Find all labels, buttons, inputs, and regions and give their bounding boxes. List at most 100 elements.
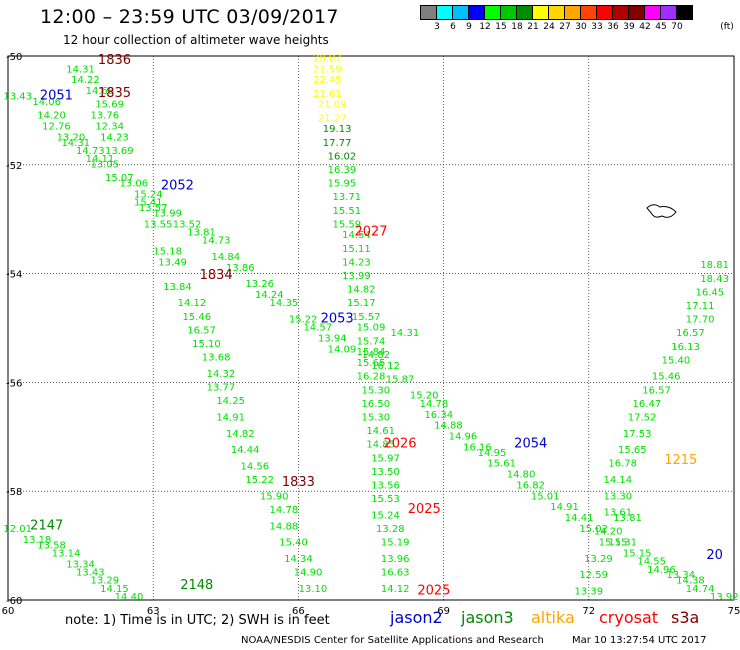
wave-height-point: 14.22 [71, 75, 100, 86]
color-scale-label: 21 [527, 22, 539, 32]
wave-height-point: 15.02 [579, 524, 608, 535]
wave-height-point: 17.77 [323, 138, 352, 149]
track-label: 2148 [180, 578, 213, 593]
wave-height-point: 18.43 [700, 274, 729, 285]
island-outline [646, 204, 677, 218]
wave-height-point: 13.28 [376, 524, 405, 535]
track-label: 2025 [417, 584, 450, 599]
color-scale-label: 3 [434, 22, 440, 32]
wave-height-point: 13.14 [52, 548, 81, 559]
wave-height-point: 16.45 [695, 287, 724, 298]
chart-subtitle: 12 hour collection of altimeter wave hei… [63, 33, 329, 47]
track-label: 2026 [383, 437, 416, 452]
wave-height-point: 12.34 [95, 121, 124, 132]
color-swatch [484, 5, 501, 20]
wave-height-point: 13.30 [604, 491, 633, 502]
wave-height-point: 13.81 [187, 228, 216, 239]
footer-note: note: 1) Time is in UTC; 2) SWH is in fe… [65, 613, 330, 628]
wave-height-point: 14.54 [342, 230, 371, 241]
wave-height-point: 15.46 [652, 372, 681, 383]
color-swatch [436, 5, 453, 20]
wave-height-point: 14.96 [449, 432, 478, 443]
wave-height-point: 13.57 [139, 203, 168, 214]
wave-height-point: 22.45 [313, 75, 342, 86]
track-label: 1836 [98, 53, 131, 68]
x-tick-label: 72 [582, 606, 595, 617]
wave-height-point: 15.65 [618, 445, 647, 456]
wave-height-point: 16.16 [463, 442, 492, 453]
wave-height-point: 15.40 [662, 355, 691, 366]
wave-height-point: 12.01 [3, 524, 32, 535]
wave-height-point: 15.24 [371, 510, 400, 521]
track-label: 1215 [664, 453, 697, 468]
color-scale-label: 70 [671, 22, 683, 32]
satellite-legend-altika: altika [531, 608, 575, 627]
color-scale-label: 12 [479, 22, 491, 32]
color-scale-label: 9 [466, 22, 472, 32]
wave-height-point: 15.31 [608, 538, 637, 549]
wave-height-point: 14.32 [207, 369, 236, 380]
wave-height-point: 15.30 [362, 385, 391, 396]
wave-height-point: 14.20 [37, 111, 66, 122]
color-scale-label: 45 [655, 22, 667, 32]
wave-height-point: 17.52 [628, 412, 657, 423]
satellite-legend-jason2: jason2 [390, 608, 443, 627]
wave-height-point: 13.43 [76, 568, 105, 579]
color-swatch [628, 5, 645, 20]
track-label: 20 [706, 548, 723, 563]
wave-height-point: 15.30 [362, 412, 391, 423]
wave-height-point: 13.69 [105, 146, 134, 157]
color-swatch [612, 5, 629, 20]
wave-height-point: 13.55 [144, 219, 173, 230]
wave-height-point: 15.19 [381, 538, 410, 549]
wave-height-point: 12.76 [42, 121, 71, 132]
wave-height-point: 16.28 [357, 372, 386, 383]
x-tick-label: 60 [2, 606, 15, 617]
wave-height-point: 14.82 [347, 285, 376, 296]
wave-height-point: 16.57 [676, 328, 705, 339]
wave-height-point: 19.13 [323, 124, 352, 135]
wave-height-point: 13.92 [710, 592, 739, 603]
wave-height-point: 15.24 [134, 189, 163, 200]
footer-credit: NOAA/NESDIS Center for Satellite Applica… [241, 635, 544, 646]
color-swatch [676, 5, 693, 20]
wave-height-point: 15.61 [487, 459, 516, 470]
wave-height-point: 13.34 [66, 559, 95, 570]
wave-height-point: 16.78 [608, 459, 637, 470]
wave-height-point: 17.70 [686, 315, 715, 326]
wave-height-point: 14.88 [270, 521, 299, 532]
wave-height-point: 13.18 [23, 535, 52, 546]
color-swatch [468, 5, 485, 20]
wave-height-point: 14.11 [86, 154, 115, 165]
wave-height-point: 14.31 [66, 64, 95, 75]
wave-height-point: 12.59 [579, 570, 608, 581]
wave-height-point: 14.84 [211, 252, 240, 263]
wave-height-point: 16.63 [381, 568, 410, 579]
wave-height-point: 14.25 [216, 396, 245, 407]
wave-height-point: 14.90 [294, 568, 323, 579]
y-tick-label: -58 [6, 487, 22, 498]
wave-height-point: 21.27 [318, 113, 347, 124]
track-label: 1835 [98, 86, 131, 101]
wave-height-point: 14.34 [284, 554, 313, 565]
plot-frame [7, 55, 735, 601]
wave-height-point: 14.23 [100, 132, 129, 143]
wave-height-point: 13.43 [3, 92, 32, 103]
wave-height-point: 14.12 [381, 584, 410, 595]
wave-height-point: 13.68 [202, 353, 231, 364]
track-label: 2027 [354, 225, 387, 240]
wave-height-point: 14.57 [303, 323, 332, 334]
wave-height-point: 14.61 [366, 426, 395, 437]
wave-height-point: 13.58 [37, 540, 66, 551]
color-swatch [644, 5, 661, 20]
color-swatch [516, 5, 533, 20]
wave-height-point: 13.56 [371, 480, 400, 491]
x-tick-label: 66 [292, 606, 305, 617]
wave-height-point: 16.02 [328, 151, 357, 162]
track-label: 1833 [282, 475, 315, 490]
wave-height-point: 13.26 [245, 279, 274, 290]
wave-height-point: 14.68 [86, 86, 115, 97]
y-tick-label: -60 [6, 596, 22, 607]
wave-height-point: 14.73 [202, 236, 231, 247]
